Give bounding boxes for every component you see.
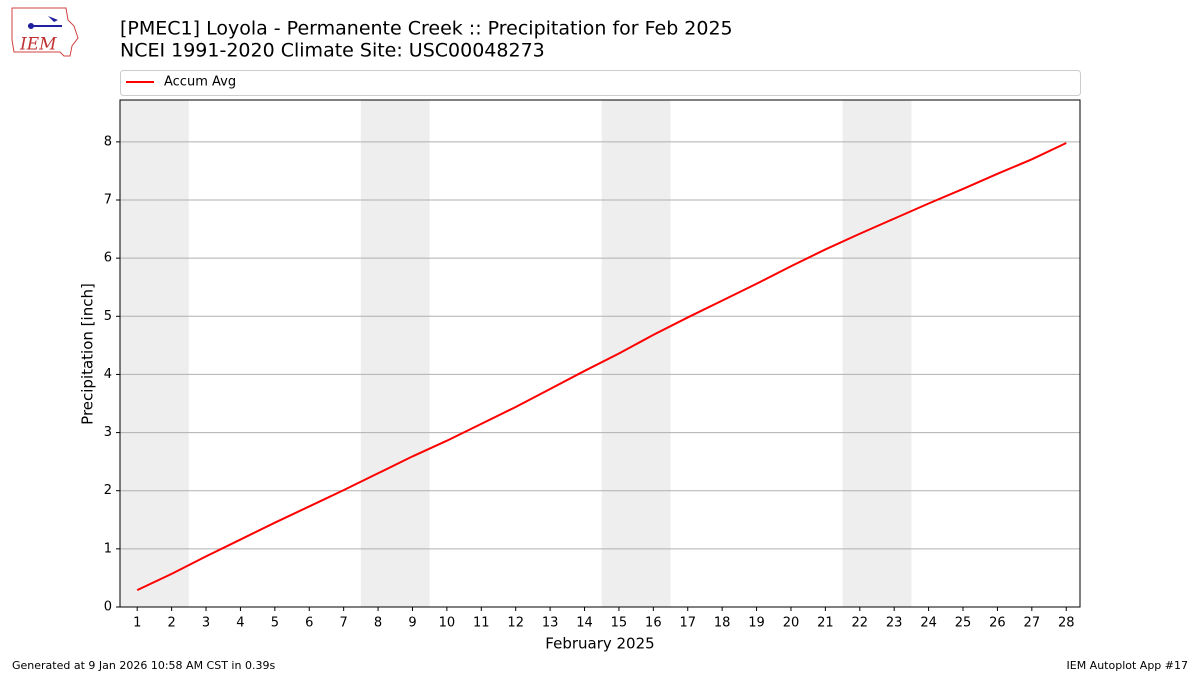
- series-line: [136, 142, 1067, 592]
- x-tick-label: 24: [920, 616, 937, 631]
- x-tick-label: 8: [374, 616, 382, 631]
- legend-label: Accum Avg: [164, 75, 236, 90]
- y-tick-label: 2: [104, 483, 112, 498]
- x-tick-label: 4: [236, 616, 244, 631]
- logo-text: IEM: [19, 35, 57, 55]
- y-tick-label: 0: [104, 600, 112, 615]
- x-tick-label: 11: [473, 616, 490, 631]
- x-tick-label: 5: [271, 616, 279, 631]
- footer-left: Generated at 9 Jan 2026 10:58 AM CST in …: [12, 659, 275, 672]
- x-tick-label: 27: [1024, 616, 1041, 631]
- x-tick-label: 16: [645, 616, 662, 631]
- x-tick-label: 19: [748, 616, 765, 631]
- y-axis-label: Precipitation [inch]: [79, 283, 97, 425]
- x-tick-label: 2: [167, 616, 175, 631]
- x-axis-label: February 2025: [545, 635, 654, 653]
- weekend-band: [120, 100, 189, 607]
- y-tick-label: 1: [104, 541, 112, 556]
- x-tick-label: 14: [576, 616, 593, 631]
- plot-frame: [119, 99, 1081, 608]
- x-tick-label: 1: [133, 616, 141, 631]
- weekend-band: [842, 100, 912, 607]
- legend-box: [120, 70, 1081, 96]
- y-tick-label: 7: [104, 193, 112, 208]
- weekend-band: [601, 100, 671, 607]
- x-tick-label: 6: [305, 616, 313, 631]
- y-tick-label: 6: [104, 251, 112, 266]
- y-tick-label: 5: [104, 309, 112, 324]
- x-tick-label: 23: [886, 616, 903, 631]
- x-tick-label: 10: [439, 616, 456, 631]
- footer-right: IEM Autoplot App #17: [1067, 659, 1189, 672]
- weekend-band: [360, 100, 430, 607]
- x-tick-label: 26: [989, 616, 1006, 631]
- x-tick-label: 15: [611, 616, 628, 631]
- y-tick-label: 4: [104, 367, 112, 382]
- logo: IEM: [11, 7, 79, 57]
- x-tick-label: 9: [408, 616, 416, 631]
- chart-title: [PMEC1] Loyola - Permanente Creek :: Pre…: [120, 18, 733, 40]
- x-tick-label: 28: [1058, 616, 1075, 631]
- x-tick-label: 17: [679, 616, 696, 631]
- x-tick-label: 21: [817, 616, 834, 631]
- x-tick-label: 20: [783, 616, 800, 631]
- x-tick-label: 25: [955, 616, 972, 631]
- x-tick-label: 12: [507, 616, 524, 631]
- chart-subtitle: NCEI 1991-2020 Climate Site: USC00048273: [120, 40, 545, 62]
- y-tick-label: 8: [104, 134, 112, 149]
- x-tick-label: 22: [852, 616, 869, 631]
- y-tick-label: 3: [104, 425, 112, 440]
- x-tick-label: 18: [714, 616, 731, 631]
- x-tick-label: 3: [202, 616, 210, 631]
- x-tick-label: 7: [340, 616, 348, 631]
- x-tick-label: 13: [542, 616, 559, 631]
